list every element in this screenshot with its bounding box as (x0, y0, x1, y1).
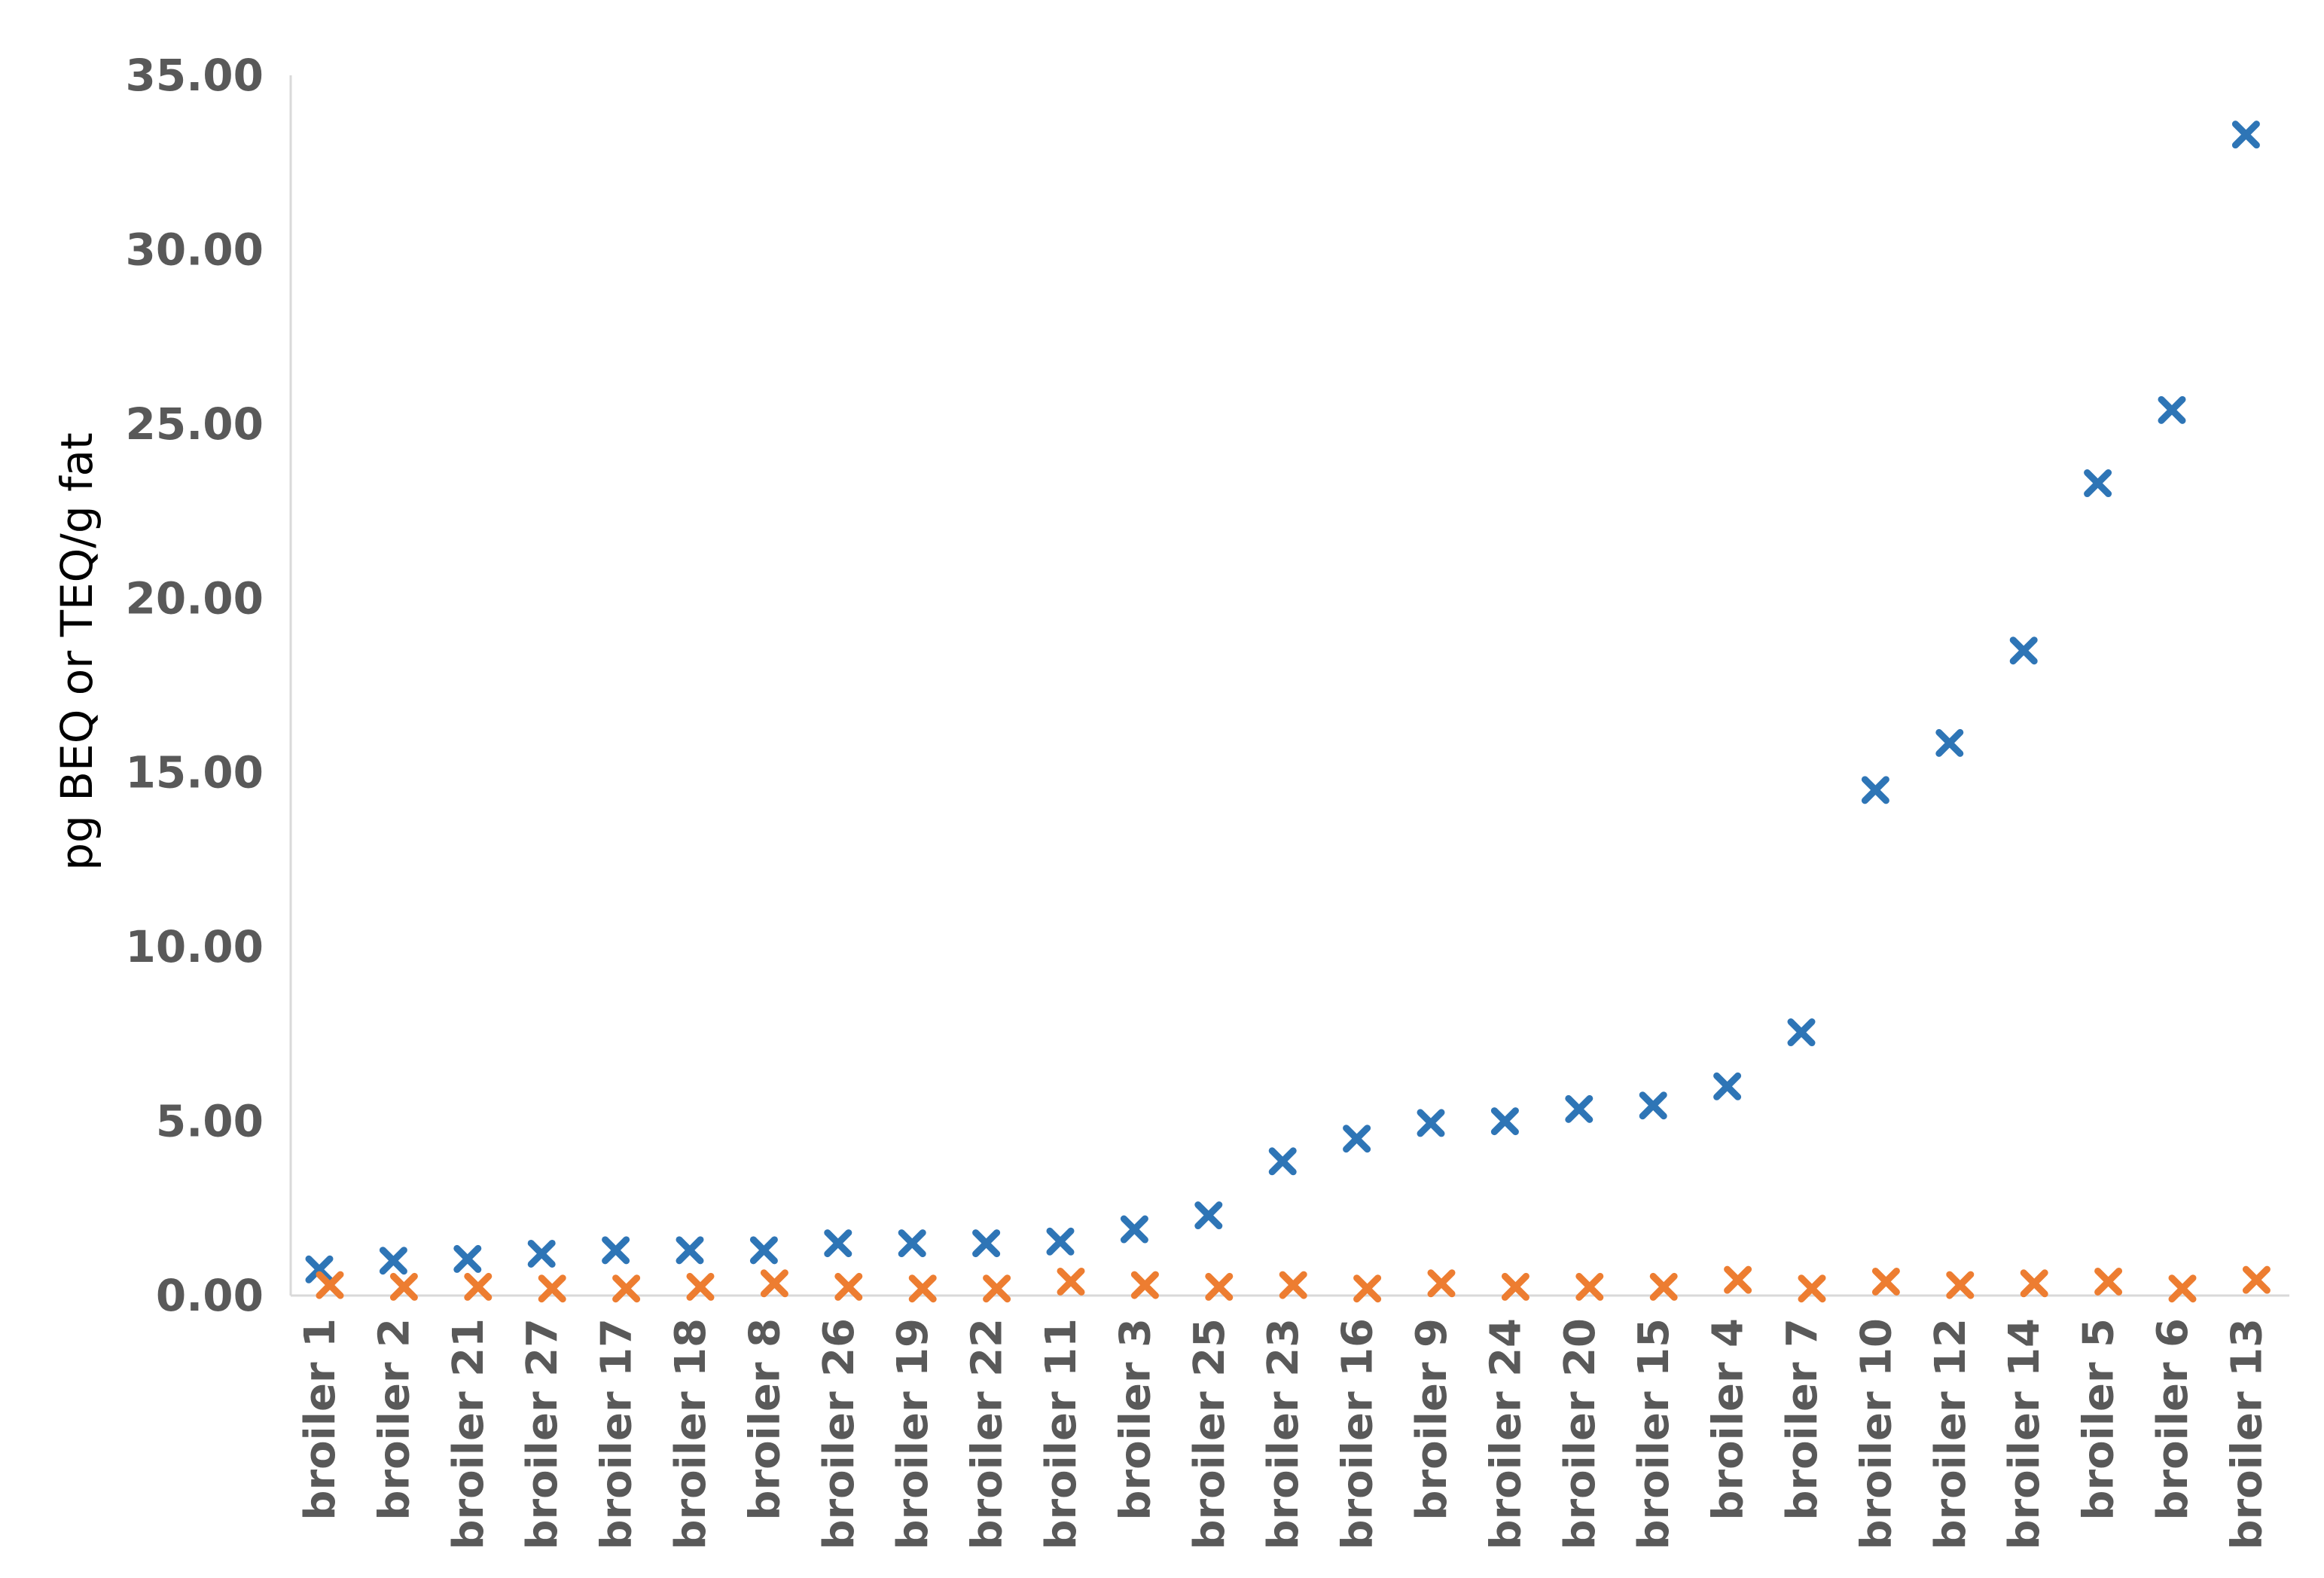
x-tick-label: broiler 23 (1259, 1318, 1308, 1550)
x-tick-label: broiler 15 (1630, 1318, 1679, 1550)
data-point-series-1 (2009, 636, 2038, 665)
y-tick-label: 25.00 (126, 398, 264, 450)
data-point-series-2 (2168, 1274, 2197, 1303)
data-point-series-1 (379, 1247, 407, 1275)
data-point-series-1 (1194, 1201, 1223, 1230)
x-tick-label: broiler 22 (963, 1318, 1012, 1550)
data-point-series-2 (760, 1269, 788, 1298)
data-point-series-2 (1798, 1274, 1826, 1303)
data-point-series-2 (1871, 1267, 1900, 1296)
x-tick-label: broiler 6 (2149, 1318, 2197, 1521)
data-point-series-1 (749, 1236, 778, 1265)
data-point-series-1 (1639, 1091, 1667, 1120)
x-tick-label: broiler 20 (1556, 1318, 1605, 1550)
x-tick-label: broiler 2 (370, 1318, 419, 1521)
x-tick-label: broiler 17 (593, 1318, 642, 1550)
x-tick-label: broiler 5 (2075, 1318, 2124, 1521)
x-tick-label: broiler 27 (518, 1318, 567, 1550)
x-tick-label: broiler 1 (296, 1318, 345, 1521)
data-point-series-1 (1046, 1227, 1075, 1256)
x-tick-label: broiler 3 (1111, 1318, 1160, 1521)
y-tick-label: 10.00 (126, 921, 264, 972)
y-axis-title-group: pg BEQ or TEQ/g fat (51, 432, 102, 871)
data-point-series-2 (1724, 1265, 1752, 1294)
data-point-series-2 (316, 1271, 344, 1299)
data-point-series-2 (983, 1274, 1011, 1303)
data-point-series-1 (2158, 395, 2186, 424)
data-point-series-2 (1501, 1272, 1530, 1301)
data-point-series-2 (612, 1274, 641, 1303)
x-tick-label: broiler 8 (740, 1318, 789, 1521)
x-tick-label: broiler 16 (1334, 1318, 1383, 1550)
data-point-series-1 (1268, 1147, 1297, 1176)
y-tick-label: 15.00 (126, 747, 264, 798)
x-tick-label: broiler 7 (1778, 1318, 1827, 1521)
data-point-series-2 (1946, 1271, 1975, 1299)
data-point-series-2 (1575, 1272, 1604, 1301)
data-point-series-1 (824, 1229, 852, 1258)
x-tick-label: broiler 9 (1408, 1318, 1456, 1521)
y-tick-labels: 0.00 5.00 10.00 15.00 20.00 25.00 30.00 35.00 (126, 50, 264, 1321)
x-tick-label: broiler 14 (2000, 1318, 2049, 1550)
data-point-series-2 (1205, 1272, 1234, 1301)
x-tick-labels: broiler 1 broiler 2 broiler 21 broiler 27 br… (296, 1318, 2271, 1550)
data-point-series-2 (686, 1272, 715, 1301)
data-point-series-1 (898, 1229, 926, 1258)
data-point-series-1 (1713, 1072, 1742, 1100)
data-point-series-2 (2242, 1265, 2271, 1294)
data-point-series-1 (1120, 1215, 1148, 1244)
data-point-series-2 (1353, 1274, 1382, 1303)
x-tick-label: broiler 24 (1481, 1318, 1530, 1550)
data-point-series-1 (1861, 776, 1889, 804)
x-tick-label: broiler 21 (444, 1318, 493, 1550)
data-point-series-1 (602, 1236, 630, 1265)
data-point-series-2 (538, 1274, 566, 1303)
data-point-series-2 (834, 1272, 863, 1301)
y-tick-label: 5.00 (156, 1096, 264, 1147)
x-tick-label: broiler 13 (2222, 1318, 2271, 1550)
y-tick-label: 30.00 (126, 224, 264, 275)
axes-group (289, 75, 2289, 1297)
x-tick-label: broiler 11 (1037, 1318, 1086, 1550)
data-point-series-1 (1417, 1109, 1445, 1137)
x-tick-label: broiler 26 (815, 1318, 864, 1550)
y-tick-label: 20.00 (126, 572, 264, 624)
x-tick-label: broiler 12 (1926, 1318, 1975, 1550)
data-point-series-1 (2231, 121, 2260, 149)
data-point-series-2 (389, 1272, 418, 1301)
x-tick-label: broiler 18 (666, 1318, 715, 1550)
data-point-series-2 (1279, 1271, 1307, 1299)
data-markers (305, 121, 2271, 1303)
data-point-series-2 (2094, 1267, 2123, 1296)
data-point-series-1 (453, 1244, 482, 1273)
data-point-series-2 (1130, 1271, 1159, 1299)
x-tick-label: broiler 19 (889, 1318, 938, 1550)
data-point-series-2 (1427, 1269, 1456, 1298)
data-point-series-1 (972, 1229, 1001, 1258)
data-point-series-1 (527, 1239, 556, 1268)
data-point-series-1 (1935, 728, 1964, 757)
x-tick-label: broiler 4 (1704, 1318, 1753, 1521)
y-axis-title: pg BEQ or TEQ/g fat (51, 432, 102, 871)
data-point-series-2 (464, 1272, 493, 1301)
data-point-series-2 (2020, 1269, 2048, 1298)
y-tick-label: 0.00 (156, 1270, 264, 1321)
data-point-series-1 (305, 1255, 334, 1283)
data-point-series-2 (1649, 1272, 1678, 1301)
data-point-series-1 (1490, 1107, 1519, 1136)
data-point-series-1 (1565, 1094, 1594, 1123)
data-point-series-2 (1057, 1267, 1085, 1296)
y-tick-label: 35.00 (126, 50, 264, 101)
data-point-series-1 (1787, 1018, 1816, 1047)
data-point-series-2 (908, 1274, 937, 1303)
data-point-series-1 (1343, 1125, 1371, 1153)
x-tick-label: broiler 10 (1852, 1318, 1901, 1550)
x-tick-label: broiler 25 (1185, 1318, 1234, 1550)
data-point-series-1 (676, 1236, 704, 1265)
data-point-series-1 (2084, 469, 2112, 498)
